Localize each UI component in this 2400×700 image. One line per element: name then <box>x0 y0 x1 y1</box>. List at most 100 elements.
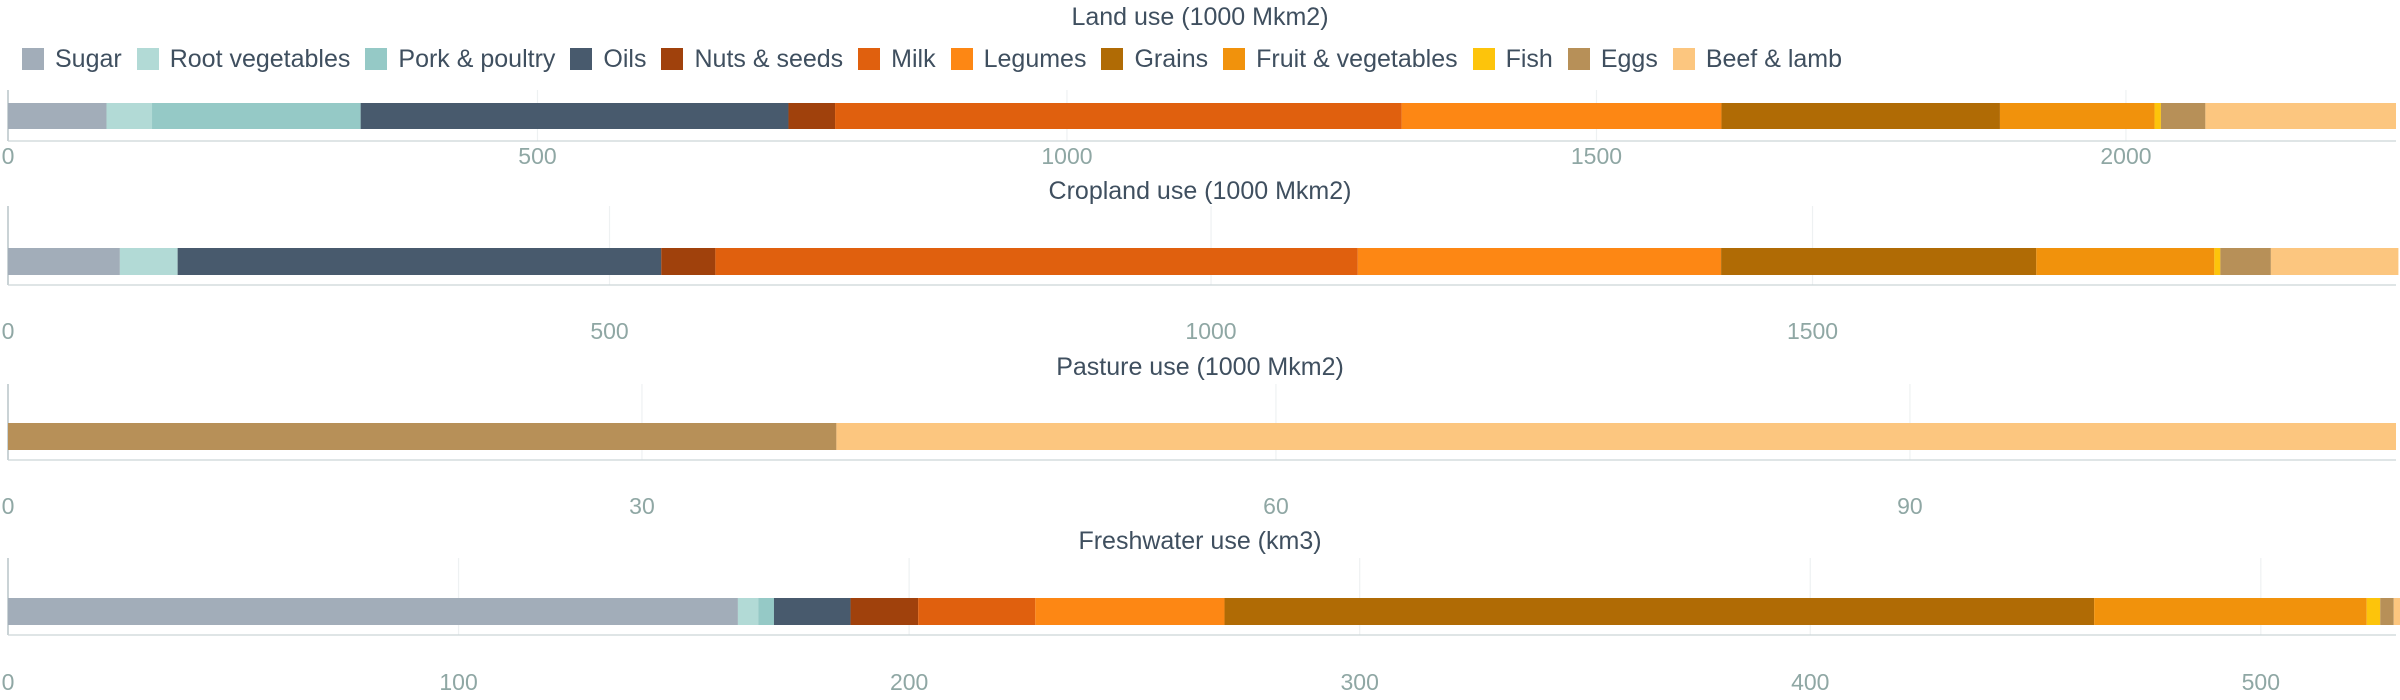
tick-label: 0 <box>2 669 15 695</box>
legend-label: Sugar <box>55 44 122 73</box>
legend-swatch <box>365 48 388 70</box>
bar-segment-grains <box>1721 103 2000 129</box>
legend-item-root-vegetables[interactable]: Root vegetables <box>136 44 351 74</box>
legend-swatch <box>950 48 973 70</box>
chart-panel: Cropland use (1000 Mkm2) 0 500 1000 1500 <box>2 177 2399 344</box>
bar-segment-fruit-and-vegetables <box>1999 103 2155 129</box>
tick-label: 200 <box>890 669 928 695</box>
bar-segment-nuts-and-seeds <box>661 248 716 275</box>
legend-label: Legumes <box>983 44 1087 73</box>
bar-segment-sugar <box>8 598 738 625</box>
bar-segment-root-vegetables <box>119 248 178 275</box>
chart-panel: Land use (1000 Mkm2) 0 500 1000 1500 2000 <box>2 3 2396 169</box>
legend-item-fruit-and-vegetables[interactable]: Fruit & vegetables <box>1223 45 1458 74</box>
legend-item-eggs[interactable]: Eggs <box>1567 44 1658 74</box>
bar-segment-oils <box>360 103 789 129</box>
legend-swatch <box>1672 48 1695 70</box>
bar-segment-beef-and-lamb <box>2270 248 2399 275</box>
bar-segment-sugar <box>8 248 120 275</box>
tick-label: 0 <box>2 493 15 519</box>
tick-label: 1000 <box>1185 318 1236 344</box>
tick-label: 500 <box>590 318 628 344</box>
tick-label: 30 <box>629 493 655 519</box>
panel-title: Freshwater use (km3) <box>1078 527 1321 555</box>
legend-item-legumes[interactable]: Legumes <box>950 44 1087 74</box>
tick-label: 400 <box>1791 669 1829 695</box>
bar-segment-pork-and-poultry <box>152 103 361 129</box>
bar-segment-eggs <box>2160 103 2206 129</box>
bar-segment-fish <box>2154 103 2161 129</box>
bar-segment-legumes <box>1357 248 1722 275</box>
legend-item-nuts-and-seeds[interactable]: Nuts & seeds <box>661 45 843 74</box>
legend-label: Grains <box>1134 44 1209 73</box>
bar-segment-beef-and-lamb <box>2393 598 2400 625</box>
legend-item-sugar[interactable]: Sugar <box>22 45 122 74</box>
legend-swatch <box>570 48 593 70</box>
bar-segment-milk <box>918 598 1036 625</box>
legend-swatch <box>1472 48 1495 70</box>
bar-segment-root-vegetables <box>737 598 759 625</box>
tick-label: 500 <box>518 143 556 169</box>
panel-title: Land use (1000 Mkm2) <box>1071 3 1328 31</box>
bar-segment-legumes <box>1401 103 1722 129</box>
bar-segment-legumes <box>1035 598 1225 625</box>
legend-swatch <box>661 48 684 70</box>
legend-label: Nuts & seeds <box>694 44 844 73</box>
legend-label: Fruit & vegetables <box>1256 44 1458 73</box>
bar-segment-pork-and-poultry <box>758 598 774 625</box>
tick-label: 0 <box>2 318 15 344</box>
bar-segment-eggs <box>2220 248 2271 275</box>
legend-swatch <box>22 48 44 70</box>
tick-label: 500 <box>2242 669 2280 695</box>
bar-segment-fish <box>2214 248 2221 275</box>
bar-segment-eggs <box>2380 598 2394 625</box>
bar-segment-fish <box>2366 598 2381 625</box>
tick-label: 100 <box>439 669 477 695</box>
legend-item-milk[interactable]: Milk <box>858 44 936 74</box>
legend-swatch <box>136 48 159 70</box>
bar-segment-oils <box>177 248 662 275</box>
legend-item-fish[interactable]: Fish <box>1472 44 1553 74</box>
chart-panel: Freshwater use (km3) 0 100 200 300 400 500 <box>2 527 2400 695</box>
legend-swatch <box>1567 48 1590 70</box>
legend-label: Oils <box>603 44 647 73</box>
bar-segment-fruit-and-vegetables <box>2094 598 2367 625</box>
bar-segment-grains <box>1224 598 2095 625</box>
legend-swatch <box>858 48 881 70</box>
legend-item-beef-and-lamb[interactable]: Beef & lamb <box>1672 44 1843 74</box>
bar-segment-milk <box>715 248 1358 275</box>
legend-item-grains[interactable]: Grains <box>1101 45 1208 74</box>
bar-segment-beef-and-lamb <box>836 423 2396 450</box>
bar-segment-milk <box>835 103 1402 129</box>
legend-label: Root vegetables <box>169 44 351 73</box>
legend-label: Eggs <box>1600 44 1658 73</box>
panel-title: Pasture use (1000 Mkm2) <box>1056 353 1344 381</box>
tick-label: 2000 <box>2100 143 2151 169</box>
bar-segment-root-vegetables <box>106 103 153 129</box>
tick-label: 1500 <box>1787 318 1838 344</box>
legend-swatch <box>1101 48 1124 70</box>
legend-swatch <box>1223 48 1246 70</box>
legend-label: Milk <box>891 44 936 73</box>
panel-title: Cropland use (1000 Mkm2) <box>1049 177 1352 205</box>
legend-item-pork-and-poultry[interactable]: Pork & poultry <box>365 45 555 74</box>
tick-label: 1000 <box>1041 143 1092 169</box>
tick-label: 0 <box>2 143 15 169</box>
bar-segment-nuts-and-seeds <box>850 598 919 625</box>
bar-segment-fruit-and-vegetables <box>2036 248 2215 275</box>
chart-legend: Sugar Root vegetables Pork & poultry Oils Nu… <box>22 42 1857 76</box>
tick-label: 1500 <box>1571 143 1622 169</box>
bar-segment-sugar <box>8 103 107 129</box>
bar-segment-eggs <box>8 423 837 450</box>
bar-segment-grains <box>1721 248 2037 275</box>
legend-label: Pork & poultry <box>398 44 556 73</box>
legend-label: Fish <box>1505 44 1553 73</box>
legend-label: Beef & lamb <box>1705 44 1843 73</box>
tick-label: 300 <box>1341 669 1379 695</box>
bar-segment-beef-and-lamb <box>2205 103 2396 129</box>
tick-label: 90 <box>1897 493 1923 519</box>
legend-item-oils[interactable]: Oils <box>570 45 646 74</box>
bar-segment-oils <box>773 598 851 625</box>
bar-segment-nuts-and-seeds <box>788 103 836 129</box>
